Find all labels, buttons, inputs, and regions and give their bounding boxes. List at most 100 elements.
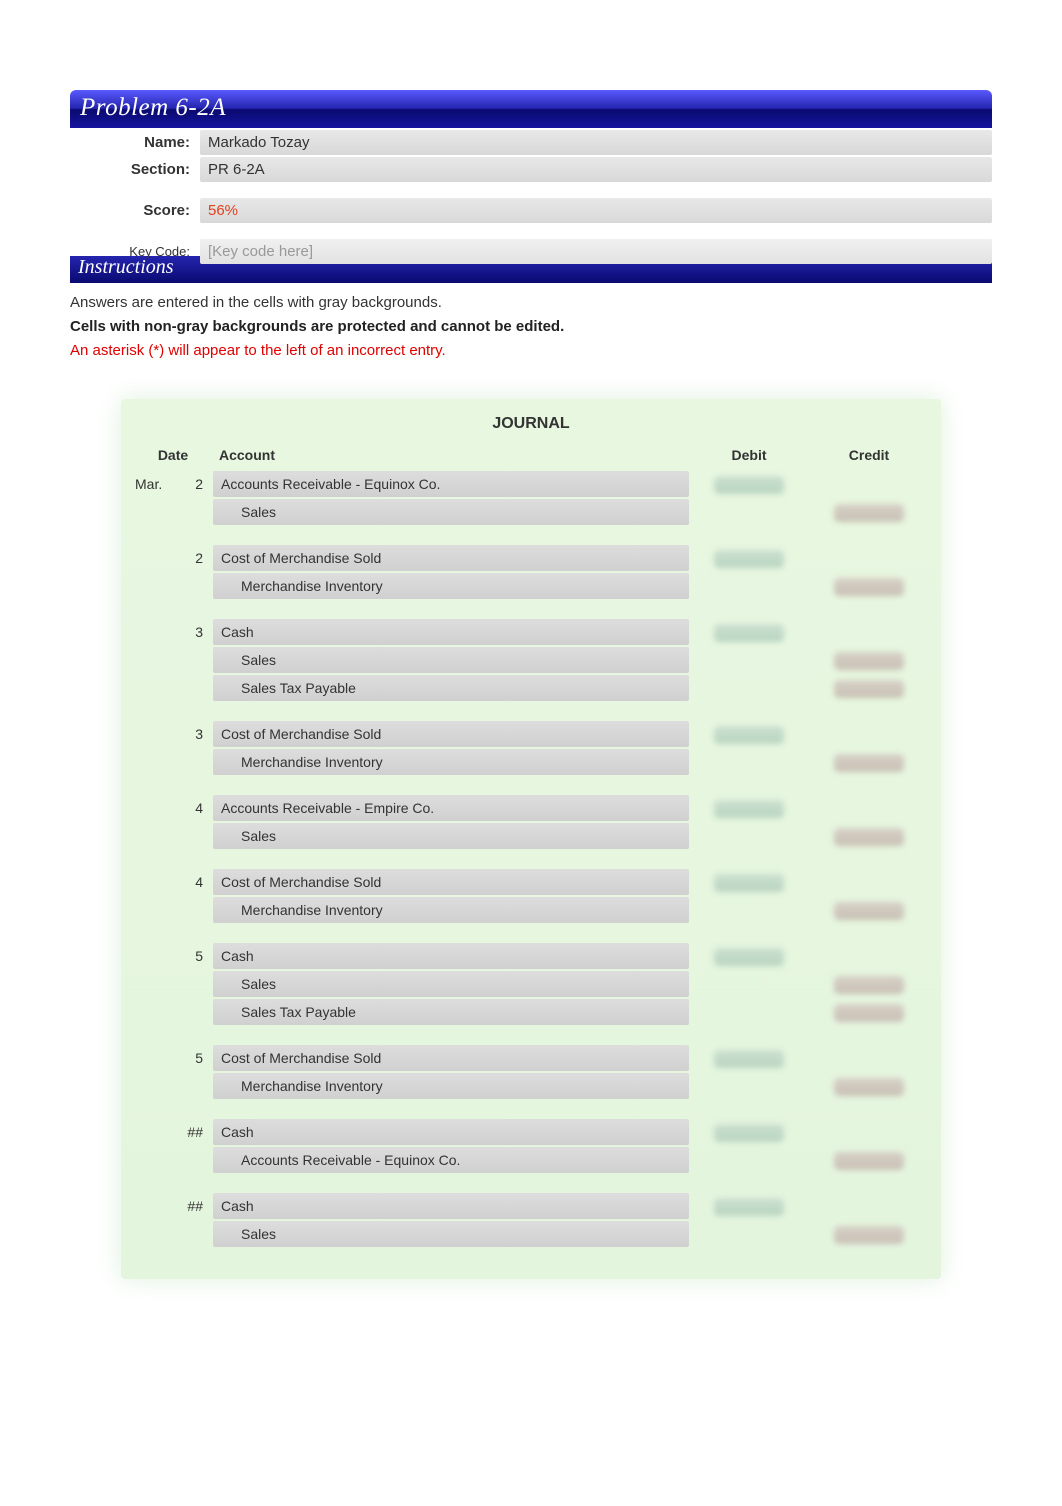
- info-row-keycode: Key Code: [Key code here]: [70, 239, 992, 264]
- debit-cell[interactable]: [689, 1196, 809, 1216]
- account-cell[interactable]: Cost of Merchandise Sold: [213, 869, 689, 895]
- debit-cell[interactable]: [689, 798, 809, 818]
- date-day: 5: [173, 1050, 213, 1066]
- obscured-value: [714, 874, 784, 892]
- account-cell[interactable]: Cash: [213, 943, 689, 969]
- debit-cell[interactable]: [689, 474, 809, 494]
- account-cell[interactable]: Cost of Merchandise Sold: [213, 545, 689, 571]
- journal-line: 3Cash: [133, 619, 929, 645]
- credit-cell[interactable]: [809, 650, 929, 670]
- obscured-value: [714, 726, 784, 744]
- credit-cell[interactable]: [809, 826, 929, 846]
- journal-body: Mar.2Accounts Receivable - Equinox Co.Sa…: [133, 471, 929, 1247]
- credit-cell[interactable]: [809, 974, 929, 994]
- journal-title: JOURNAL: [133, 409, 929, 443]
- score-value: 56%: [200, 198, 992, 223]
- journal-entry: 4Cost of Merchandise SoldMerchandise Inv…: [133, 869, 929, 923]
- account-cell[interactable]: Sales Tax Payable: [213, 999, 689, 1025]
- journal-table: JOURNAL Date Account Debit Credit Mar.2A…: [121, 399, 941, 1279]
- instruction-line-2: Cells with non-gray backgrounds are prot…: [70, 315, 992, 339]
- col-header-debit: Debit: [689, 447, 809, 463]
- date-day: 3: [173, 624, 213, 640]
- debit-cell[interactable]: [689, 1048, 809, 1068]
- credit-cell[interactable]: [809, 752, 929, 772]
- date-day: 3: [173, 726, 213, 742]
- obscured-value: [714, 624, 784, 642]
- obscured-value: [714, 800, 784, 818]
- debit-cell[interactable]: [689, 548, 809, 568]
- journal-line: Sales: [133, 647, 929, 673]
- col-header-date: Date: [133, 447, 213, 463]
- journal-line: 3Cost of Merchandise Sold: [133, 721, 929, 747]
- name-value[interactable]: Markado Tozay: [200, 130, 992, 155]
- account-cell[interactable]: Sales: [213, 1221, 689, 1247]
- journal-header-row: Date Account Debit Credit: [133, 443, 929, 471]
- obscured-value: [834, 1004, 904, 1022]
- credit-cell[interactable]: [809, 678, 929, 698]
- obscured-value: [714, 1050, 784, 1068]
- obscured-value: [834, 828, 904, 846]
- credit-cell[interactable]: [809, 576, 929, 596]
- credit-cell[interactable]: [809, 900, 929, 920]
- journal-line: 4Accounts Receivable - Empire Co.: [133, 795, 929, 821]
- journal-line: ##Cash: [133, 1119, 929, 1145]
- journal-line: 2Cost of Merchandise Sold: [133, 545, 929, 571]
- obscured-value: [714, 1124, 784, 1142]
- journal-entry: Mar.2Accounts Receivable - Equinox Co.Sa…: [133, 471, 929, 525]
- obscured-value: [834, 680, 904, 698]
- obscured-value: [834, 504, 904, 522]
- date-day: 2: [173, 476, 213, 492]
- account-cell[interactable]: Cost of Merchandise Sold: [213, 721, 689, 747]
- journal-line: 4Cost of Merchandise Sold: [133, 869, 929, 895]
- account-cell[interactable]: Merchandise Inventory: [213, 897, 689, 923]
- account-cell[interactable]: Accounts Receivable - Equinox Co.: [213, 471, 689, 497]
- credit-cell[interactable]: [809, 1150, 929, 1170]
- credit-cell[interactable]: [809, 1002, 929, 1022]
- info-row-section: Section: PR 6-2A: [70, 157, 992, 182]
- credit-cell[interactable]: [809, 1224, 929, 1244]
- journal-line: Sales Tax Payable: [133, 675, 929, 701]
- date-month: Mar.: [133, 476, 173, 492]
- obscured-value: [714, 948, 784, 966]
- debit-cell[interactable]: [689, 872, 809, 892]
- account-cell[interactable]: Cost of Merchandise Sold: [213, 1045, 689, 1071]
- obscured-value: [834, 578, 904, 596]
- account-cell[interactable]: Cash: [213, 1193, 689, 1219]
- credit-cell[interactable]: [809, 502, 929, 522]
- journal-line: Sales: [133, 823, 929, 849]
- account-cell[interactable]: Sales: [213, 823, 689, 849]
- journal-line: Merchandise Inventory: [133, 749, 929, 775]
- date-day: ##: [173, 1198, 213, 1214]
- journal-entry: ##CashAccounts Receivable - Equinox Co.: [133, 1119, 929, 1173]
- instruction-line-3: An asterisk (*) will appear to the left …: [70, 339, 992, 363]
- keycode-value[interactable]: [Key code here]: [200, 239, 992, 264]
- obscured-value: [714, 1198, 784, 1216]
- debit-cell[interactable]: [689, 724, 809, 744]
- col-header-credit: Credit: [809, 447, 929, 463]
- account-cell[interactable]: Accounts Receivable - Equinox Co.: [213, 1147, 689, 1173]
- obscured-value: [834, 902, 904, 920]
- account-cell[interactable]: Merchandise Inventory: [213, 749, 689, 775]
- debit-cell[interactable]: [689, 622, 809, 642]
- account-cell[interactable]: Merchandise Inventory: [213, 573, 689, 599]
- credit-cell[interactable]: [809, 1076, 929, 1096]
- name-label: Name:: [70, 134, 200, 151]
- journal-entry: 4Accounts Receivable - Empire Co.Sales: [133, 795, 929, 849]
- section-value[interactable]: PR 6-2A: [200, 157, 992, 182]
- journal-line: Accounts Receivable - Equinox Co.: [133, 1147, 929, 1173]
- date-day: 4: [173, 800, 213, 816]
- account-cell[interactable]: Sales Tax Payable: [213, 675, 689, 701]
- debit-cell[interactable]: [689, 1122, 809, 1142]
- account-cell[interactable]: Sales: [213, 971, 689, 997]
- account-cell[interactable]: Accounts Receivable - Empire Co.: [213, 795, 689, 821]
- account-cell[interactable]: Cash: [213, 1119, 689, 1145]
- journal-entry: 2Cost of Merchandise SoldMerchandise Inv…: [133, 545, 929, 599]
- account-cell[interactable]: Sales: [213, 499, 689, 525]
- journal-line: 5Cost of Merchandise Sold: [133, 1045, 929, 1071]
- date-day: 5: [173, 948, 213, 964]
- journal-line: Sales: [133, 499, 929, 525]
- account-cell[interactable]: Cash: [213, 619, 689, 645]
- debit-cell[interactable]: [689, 946, 809, 966]
- account-cell[interactable]: Sales: [213, 647, 689, 673]
- account-cell[interactable]: Merchandise Inventory: [213, 1073, 689, 1099]
